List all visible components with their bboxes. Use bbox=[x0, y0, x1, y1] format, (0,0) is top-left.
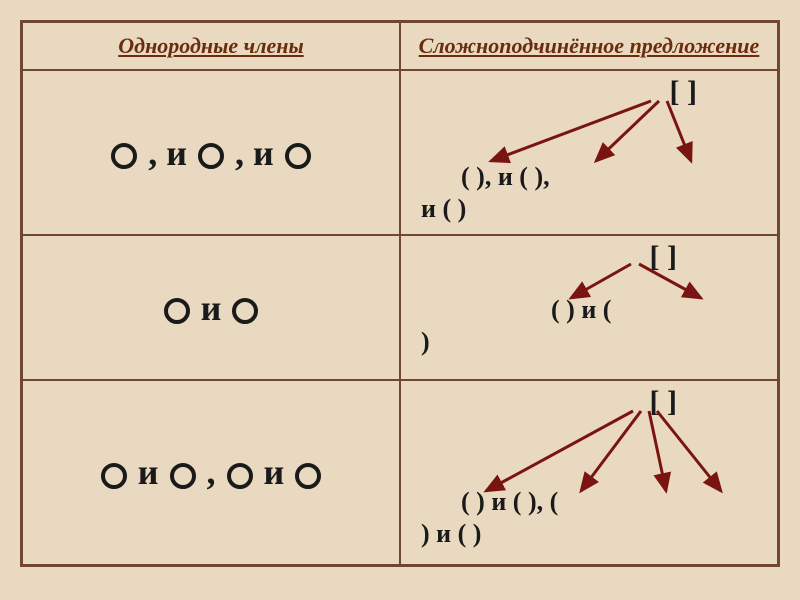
sub-pattern-line1: ( ), и ( ), bbox=[461, 161, 550, 192]
table-body: , и , и [ ] ( ), и ( ),и ( ) и [ ] ( ) и (… bbox=[22, 70, 779, 565]
header-left: Однородные члены bbox=[22, 22, 401, 71]
right-cell: [ ] ( ) и ( ), ( ) и ( ) bbox=[400, 380, 779, 565]
table-row: и [ ] ( ) и ( ) bbox=[22, 235, 779, 380]
table-row: и , и [ ] ( ) и ( ), ( ) и ( ) bbox=[22, 380, 779, 565]
sub-pattern-line2: и ( ) bbox=[421, 193, 466, 224]
header-right-text: Сложноподчинённое предложение bbox=[419, 33, 760, 58]
sub-pattern-line1: ( ) и ( ), ( bbox=[461, 486, 558, 517]
circle-icon bbox=[170, 463, 196, 489]
left-cell: и , и bbox=[22, 380, 401, 565]
main-bracket: [ ] bbox=[670, 75, 697, 109]
circle-icon bbox=[232, 298, 258, 324]
circle-icon bbox=[295, 463, 321, 489]
main-bracket: [ ] bbox=[650, 385, 677, 419]
right-cell: [ ] ( ) и ( ) bbox=[400, 235, 779, 380]
table-row: , и , и [ ] ( ), и ( ),и ( ) bbox=[22, 70, 779, 235]
header-left-text: Однородные члены bbox=[118, 33, 303, 58]
sub-pattern-line2: ) и ( ) bbox=[421, 518, 481, 549]
circle-icon bbox=[111, 143, 137, 169]
left-cell: и bbox=[22, 235, 401, 380]
header-right: Сложноподчинённое предложение bbox=[400, 22, 779, 71]
main-bracket: [ ] bbox=[650, 240, 677, 274]
left-cell: , и , и bbox=[22, 70, 401, 235]
grammar-table: Однородные члены Сложноподчинённое предл… bbox=[20, 20, 780, 567]
circle-icon bbox=[198, 143, 224, 169]
circle-icon bbox=[101, 463, 127, 489]
circle-icon bbox=[285, 143, 311, 169]
circle-icon bbox=[227, 463, 253, 489]
circle-icon bbox=[164, 298, 190, 324]
sub-pattern-line2: ) bbox=[421, 326, 430, 357]
right-cell: [ ] ( ), и ( ),и ( ) bbox=[400, 70, 779, 235]
sub-pattern-line1: ( ) и ( bbox=[551, 294, 611, 325]
